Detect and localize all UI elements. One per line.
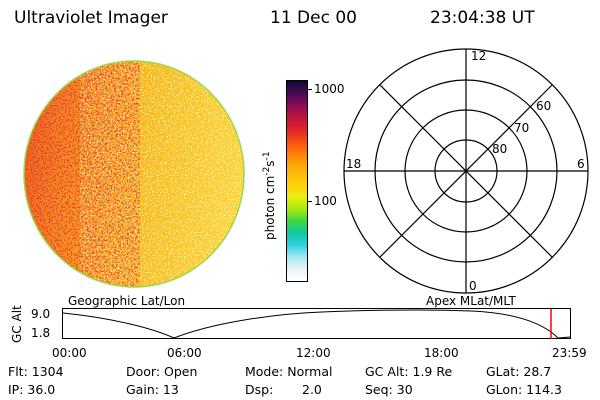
mlt-label-6: 6	[577, 157, 585, 171]
timeline-xtick-1800: 18:00	[424, 346, 459, 360]
uv-image-panel	[23, 60, 245, 288]
dsp-value: 2.0	[302, 382, 322, 397]
door-status: Door: Open	[126, 364, 198, 379]
timeline-xtick-2359: 23:59	[552, 346, 587, 360]
instrument-title: Ultraviolet Imager	[14, 8, 168, 28]
mlt-label-0: 0	[469, 279, 477, 293]
timeline-altitude-curve	[62, 309, 571, 339]
timeline-right-title: Apex MLat/MLT	[426, 294, 516, 308]
lat-label-60: 60	[536, 99, 551, 113]
sequence-number: Seq: 30	[365, 382, 413, 397]
polar-diagonal-2	[379, 84, 553, 258]
flight-number: Flt: 1304	[8, 364, 64, 379]
colorbar-label-1000: 1000	[314, 82, 345, 96]
timeline-xtick-1200: 12:00	[296, 346, 331, 360]
timeline-left-title: Geographic Lat/Lon	[68, 294, 186, 308]
geographic-latitude: GLat: 28.7	[486, 364, 552, 379]
colorbar-tick-100	[307, 201, 312, 202]
lat-label-70: 70	[514, 121, 529, 135]
time-label: 23:04:38 UT	[430, 8, 535, 28]
geographic-longitude: GLon: 114.3	[486, 382, 562, 397]
dsp-label: Dsp:	[245, 382, 274, 397]
timeline-xtick-0600: 06:00	[167, 346, 202, 360]
timeline-ytick-9: 9.0	[31, 307, 51, 321]
gc-altitude: GC Alt: 1.9 Re	[365, 364, 453, 379]
ip-value: IP: 36.0	[8, 382, 56, 397]
timeline-ytick-1.8: 1.8	[31, 326, 51, 340]
colorbar	[286, 80, 308, 282]
timeline-y-axis-label: GC Alt	[10, 305, 24, 343]
polar-plot: 12 0 18 6 60 70 80	[343, 48, 589, 294]
colorbar-label-100: 100	[314, 194, 337, 208]
lat-label-80: 80	[492, 142, 507, 156]
mlt-label-18: 18	[346, 157, 361, 171]
date-label: 11 Dec 00	[270, 8, 357, 28]
mlt-label-12: 12	[471, 49, 486, 63]
colorbar-units-label: photon cm-2s-1	[262, 151, 277, 240]
timeline-frame	[62, 308, 571, 339]
gain-value: Gain: 13	[126, 382, 179, 397]
mode-value: Mode: Normal	[245, 364, 333, 379]
timeline-xtick-0000: 00:00	[52, 346, 87, 360]
colorbar-tick-1000	[307, 89, 312, 90]
uv-disk-rim	[23, 60, 245, 288]
timeline-plot	[62, 308, 571, 339]
